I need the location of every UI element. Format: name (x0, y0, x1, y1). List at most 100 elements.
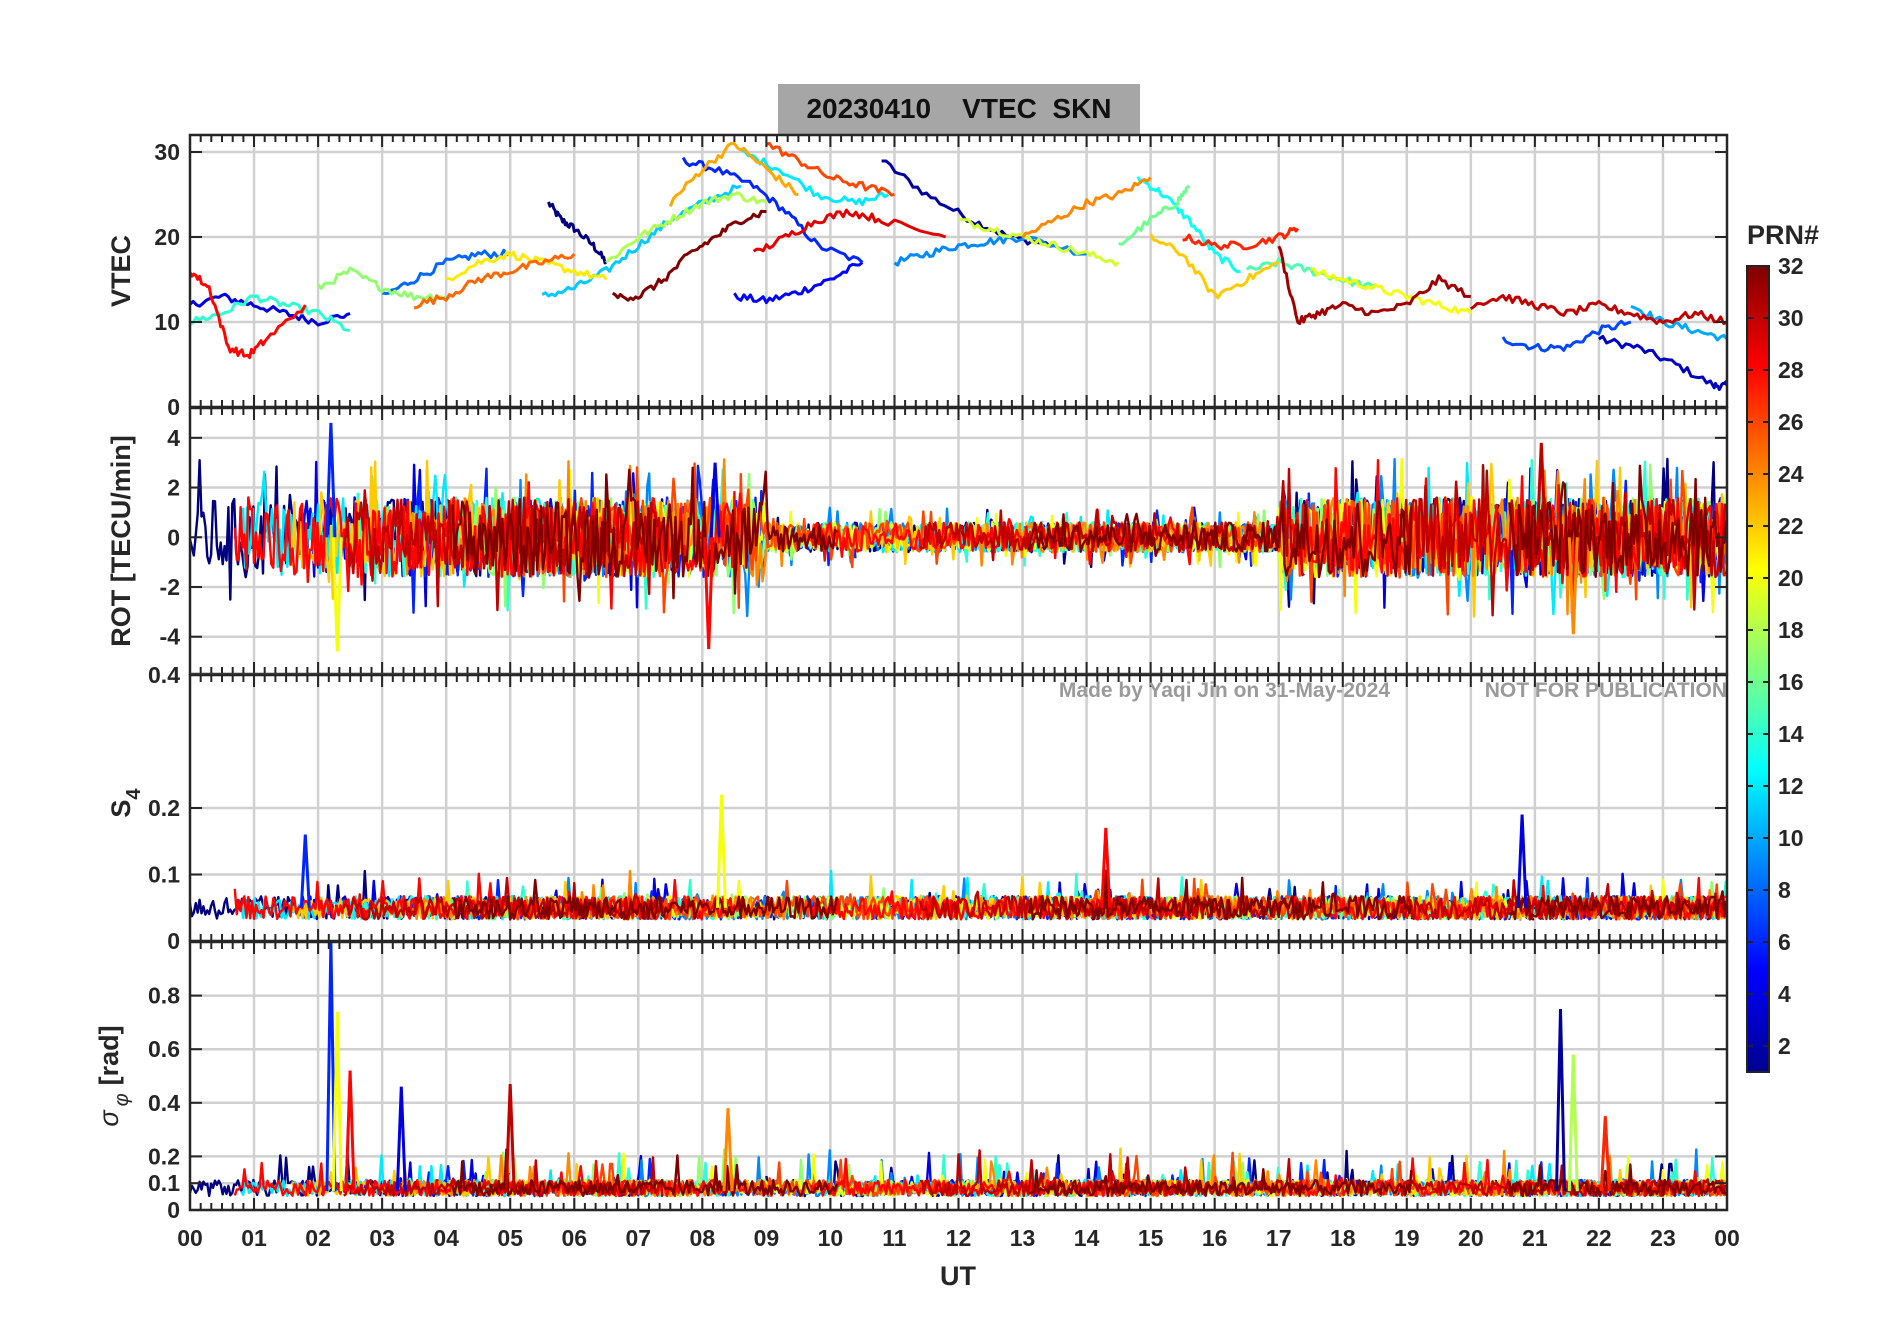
rot-spike (331, 537, 343, 652)
x-tick-label: 04 (433, 1225, 459, 1251)
y-tick-label: 0.4 (148, 1090, 180, 1116)
x-tick-label: 17 (1266, 1225, 1292, 1251)
colorbar-tick-label: 8 (1778, 877, 1791, 903)
y-tick-label: 0.2 (148, 795, 180, 821)
s4-spike (716, 794, 727, 908)
vtec-series-prn-31 (1277, 245, 1471, 325)
y-tick-label: 20 (154, 224, 180, 250)
vtec-series-prn-4 (190, 292, 351, 327)
y-axis-label: σφ[rad] (94, 1025, 133, 1126)
x-tick-label: 11 (882, 1225, 907, 1251)
colorbar-tick-label: 26 (1778, 409, 1804, 435)
colorbar-tick-label: 2 (1778, 1033, 1791, 1059)
vtec-series-prn-13 (1136, 175, 1241, 274)
vtec-series-prn-16 (1118, 184, 1191, 246)
rot-series-prn-32 (451, 466, 838, 602)
vtec-series-prn-20 (1310, 267, 1472, 315)
colorbar-tick-label: 10 (1778, 825, 1804, 851)
x-tick-label: 13 (1010, 1225, 1036, 1251)
rot-series-prn-32 (1508, 464, 1727, 578)
sigma-phi-spike (1599, 1116, 1611, 1192)
colorbar-tick-label: 28 (1778, 357, 1804, 383)
panel-vtec: 0 10 20 30 VTEC (106, 133, 1729, 420)
rot-spike (325, 422, 337, 538)
sigma-phi-traces (190, 942, 1727, 1198)
x-ticks (189, 135, 1728, 407)
vtec-series-prn-26 (766, 142, 895, 197)
vtec-traces (190, 141, 1727, 391)
vtec-series-prn-17 (316, 266, 447, 302)
y-tick-label: 30 (154, 139, 180, 165)
x-tick-label: 12 (946, 1225, 972, 1251)
title-box (778, 84, 1140, 134)
y-tick-label: 0.1 (148, 1170, 180, 1196)
vtec-series-prn-12 (740, 148, 889, 207)
sigma-phi-spike (395, 1086, 407, 1192)
sigma-phi-series-prn-32 (451, 1148, 838, 1198)
y-tick-label: -2 (160, 574, 180, 600)
x-tick-label: 23 (1650, 1225, 1676, 1251)
vtec-series-prn-15 (1245, 257, 1376, 290)
x-tick-label: 09 (754, 1225, 780, 1251)
vtec-series-prn-6 (681, 156, 864, 264)
y-tick-label: 0.1 (148, 862, 180, 888)
x-tick-label: 03 (369, 1225, 395, 1251)
sigma-phi-series-prn-32 (1028, 1168, 1413, 1198)
x-tick-label: 08 (690, 1225, 716, 1251)
sigma-phi-spike (504, 1083, 516, 1192)
vtec-series-prn-21 (446, 250, 608, 282)
y-axis-label: S4 (106, 788, 145, 818)
colorbar-tick-label: 4 (1778, 981, 1791, 1007)
s4-series-prn-32 (451, 878, 838, 921)
x-tick-label: 00 (1714, 1225, 1740, 1251)
panel-sigma-phi: 00.10.2 0.4 0.6 0.8 σφ[rad] (94, 940, 1729, 1223)
y-axis-label: VTEC (106, 235, 136, 307)
sigma-phi-series-prn-30 (919, 1149, 1306, 1198)
colorbar-tick-label: 32 (1778, 253, 1804, 279)
colorbar-tick-label: 20 (1778, 565, 1804, 591)
x-tick-label: 16 (1202, 1225, 1228, 1251)
y-tick-label: 0 (167, 1197, 180, 1223)
sigma-phi-spike (1567, 1054, 1579, 1192)
colorbar-tick-label: 12 (1778, 773, 1804, 799)
y-tick-label: 0.6 (148, 1036, 180, 1062)
y-tick-label: 0 (167, 928, 180, 954)
rot-spike (709, 462, 721, 538)
rot-spike (1567, 537, 1579, 635)
sigma-phi-spike (331, 1011, 343, 1192)
x-tick-label: 20 (1458, 1225, 1484, 1251)
rot-traces (190, 422, 1727, 652)
vtec-series-prn-18 (605, 191, 768, 264)
colorbar-tick-label: 24 (1778, 461, 1804, 487)
s4-series-prn-32 (1508, 890, 1727, 921)
y-tick-label: 0 (167, 394, 180, 420)
vtec-series-prn-32 (611, 209, 767, 302)
vtec-series-prn-25 (413, 253, 576, 310)
y-tick-label: 2 (167, 475, 180, 501)
watermark-author: Made by Yaqi Jin on 31-May-2024 (1059, 679, 1390, 702)
vtec-series-prn-30 (1469, 294, 1727, 326)
x-tick-label: 15 (1138, 1225, 1164, 1251)
vtec-series-prn-3 (1598, 334, 1727, 391)
y-tick-label: 4 (167, 425, 180, 451)
colorbar (1746, 265, 1770, 1073)
vtec-series-prn-24 (1021, 176, 1152, 239)
x-axis-label: UT (940, 1261, 976, 1291)
y-tick-label: 0.4 (148, 662, 180, 688)
x-tick-label: 21 (1522, 1225, 1548, 1251)
x-tick-label: 18 (1330, 1225, 1356, 1251)
s4-spike (1516, 814, 1528, 908)
vtec-series-prn-7 (1501, 319, 1632, 353)
vtec-series-prn-1 (547, 201, 607, 265)
colorbar-tick-label: 30 (1778, 305, 1804, 331)
vtec-series-prn-8 (381, 248, 511, 295)
vtec-series-prn-5 (733, 261, 864, 305)
rot-spike (1535, 442, 1547, 538)
vtec-series-prn-27 (1182, 226, 1300, 251)
s4-series-prn-32 (1027, 869, 1413, 921)
x-ticks (189, 675, 1728, 941)
watermark-notice: NOT FOR PUBLICATION (1485, 679, 1727, 702)
sigma-phi-series-prn-28 (810, 1157, 1197, 1198)
x-tick-labels: 00 01 02 03 04 05 06 07 08 09 10 11 12 13 14 15 16 17 18 19… (177, 1225, 1740, 1251)
